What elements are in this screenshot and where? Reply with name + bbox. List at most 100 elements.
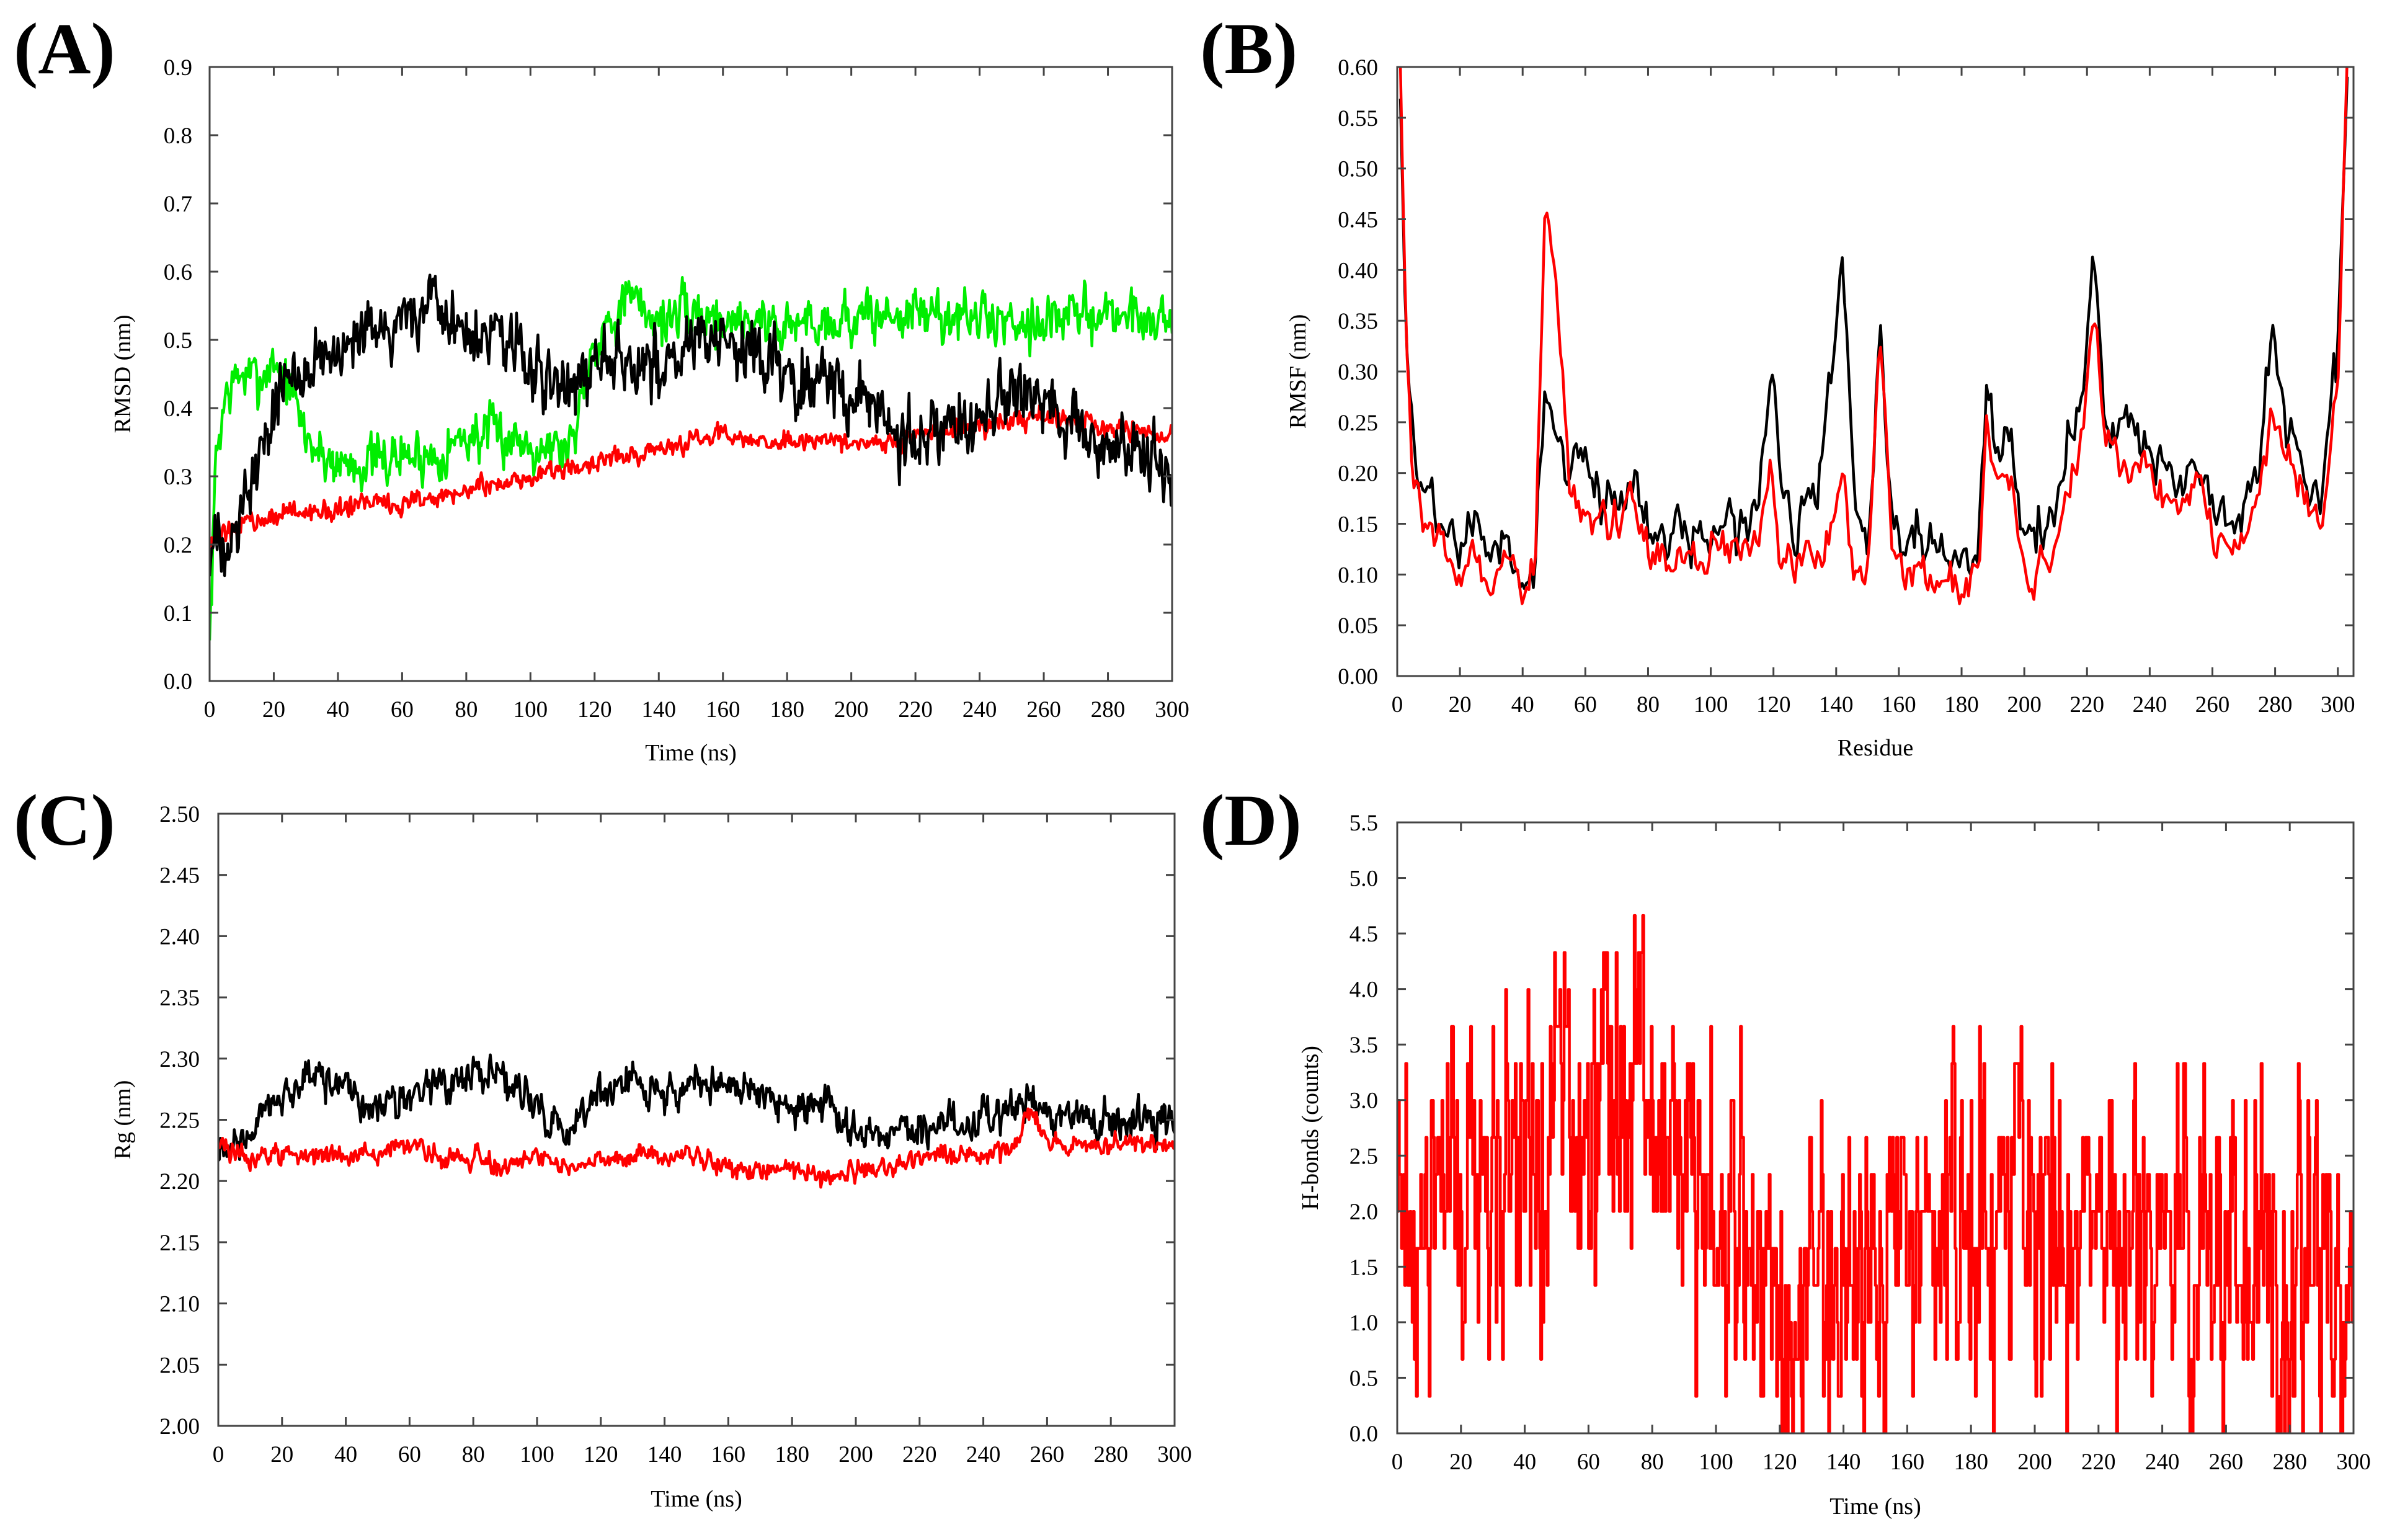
- x-tick-label: 0: [204, 697, 216, 723]
- x-tick-label: 20: [270, 1442, 293, 1467]
- y-tick-label: 0.55: [1338, 106, 1378, 131]
- x-tick-label: 200: [838, 1442, 873, 1467]
- y-tick-label: 0.1: [164, 601, 192, 626]
- y-tick-label: 5.5: [1349, 811, 1378, 836]
- x-tick-label: 80: [455, 697, 478, 723]
- y-tick-label: 0.4: [164, 396, 192, 422]
- y-tick-label: 2.0: [1349, 1200, 1378, 1225]
- x-tick-label: 180: [770, 697, 804, 723]
- x-tick-label: 220: [898, 697, 933, 723]
- y-tick-label: 0.9: [164, 55, 192, 81]
- x-tick-label: 260: [1026, 697, 1061, 723]
- y-tick-label: 0.40: [1338, 258, 1378, 283]
- y-tick-label: 2.40: [159, 924, 200, 950]
- y-tick-label: 2.5: [1349, 1144, 1378, 1169]
- x-tick-label: 240: [2133, 692, 2167, 718]
- y-tick-label: 0.5: [1349, 1366, 1378, 1391]
- x-tick-label: 80: [1637, 692, 1660, 718]
- y-tick-label: 2.20: [159, 1169, 200, 1195]
- x-tick-label: 180: [1944, 692, 1979, 718]
- series-group: [1398, 67, 2349, 605]
- y-tick-label: 4.5: [1349, 922, 1378, 947]
- x-tick-label: 280: [2272, 1449, 2307, 1475]
- series-group: [218, 1053, 1175, 1189]
- y-tick-label: 2.10: [159, 1292, 200, 1317]
- y-tick-label: 2.45: [159, 863, 200, 889]
- x-tick-label: 160: [1890, 1449, 1925, 1475]
- x-tick-label: 20: [262, 697, 285, 723]
- series-group: [210, 274, 1172, 641]
- x-tick-label: 80: [462, 1442, 485, 1467]
- hbonds-plot: 0.0 0.5 1.0 1.5 2.0 2.5 3.0 3.5 4.0 4.5 5.0 5.5 0 20 4…: [1297, 811, 2371, 1520]
- x-tick-label: 20: [1449, 692, 1472, 718]
- x-tick-label: 120: [577, 697, 612, 723]
- plot-frame: [208, 66, 1173, 682]
- x-tick-label: 40: [326, 697, 349, 723]
- x-axis-title: Time (ns): [651, 1486, 742, 1512]
- y-tick-label: 2.25: [159, 1108, 200, 1134]
- rmsf-plot: 0.00 0.05 0.10 0.15 0.20 0.25 0.30 0.35 0.40 0.45…: [1285, 55, 2355, 761]
- y-tick-label: 2.30: [159, 1047, 200, 1072]
- x-tick-label: 60: [398, 1442, 421, 1467]
- x-tick-label: 240: [962, 697, 997, 723]
- x-tick-label: 220: [902, 1442, 937, 1467]
- y-tick-label: 0.60: [1338, 55, 1378, 81]
- y-tick-label: 0.8: [164, 123, 192, 149]
- x-tick-label: 240: [966, 1442, 1001, 1467]
- y-tick-label: 0.2: [164, 533, 192, 558]
- x-axis-title: Time (ns): [1829, 1493, 1921, 1520]
- series-red: [1397, 914, 2354, 1433]
- x-tick-label: 300: [1155, 697, 1189, 723]
- x-tick-label: 160: [706, 697, 740, 723]
- panel-d: (D) 0.0 0.5 1.0 1.5 2.0 2.5 3.0 3.5 4.0 4.5 5.0 5.5…: [1200, 780, 2371, 1520]
- x-tick-label: 120: [1756, 692, 1791, 718]
- x-tick-label: 160: [711, 1442, 746, 1467]
- x-tick-label: 140: [642, 697, 677, 723]
- x-tick-label: 300: [2321, 692, 2355, 718]
- y-tick-label: 0.15: [1338, 512, 1378, 538]
- y-tick-label: 4.0: [1349, 977, 1378, 1003]
- x-tick-label: 280: [2258, 692, 2293, 718]
- x-tick-label: 220: [2081, 1449, 2116, 1475]
- y-tick-label: 2.35: [159, 986, 200, 1011]
- y-tick-label: 0.3: [164, 465, 192, 490]
- y-tick-label: 2.50: [159, 802, 200, 827]
- y-axis-title: H-bonds (counts): [1297, 1046, 1323, 1210]
- x-tick-label: 300: [1157, 1442, 1192, 1467]
- y-tick-label: 2.05: [159, 1353, 200, 1378]
- y-tick-label: 0.50: [1338, 157, 1378, 182]
- series-black: [218, 1053, 1175, 1162]
- x-tick-label: 180: [775, 1442, 809, 1467]
- x-tick-label: 280: [1093, 1442, 1128, 1467]
- y-tick-label: 2.00: [159, 1414, 200, 1440]
- x-tick-label: 160: [1882, 692, 1916, 718]
- x-tick-label: 0: [213, 1442, 224, 1467]
- y-tick-label: 5.0: [1349, 866, 1378, 892]
- rmsd-plot: 0.0 0.1 0.2 0.3 0.4 0.5 0.6 0.7 0.8 0.9 0 20 40 60 80 1…: [110, 55, 1189, 766]
- x-tick-label: 80: [1641, 1449, 1664, 1475]
- x-tick-label: 260: [1030, 1442, 1065, 1467]
- x-tick-label: 260: [2209, 1449, 2244, 1475]
- x-tick-label: 120: [584, 1442, 618, 1467]
- y-tick-label: 0.25: [1338, 411, 1378, 436]
- y-tick-label: 0.20: [1338, 461, 1378, 487]
- x-axis-title: Residue: [1838, 735, 1913, 761]
- x-tick-label: 180: [1954, 1449, 1988, 1475]
- x-tick-label: 140: [1826, 1449, 1861, 1475]
- x-tick-label: 100: [1694, 692, 1728, 718]
- x-tick-label: 280: [1091, 697, 1126, 723]
- x-tick-label: 240: [2145, 1449, 2180, 1475]
- panel-b: (B) 0.00 0.05 0.10 0.15 0.20 0.25 0.30 0.35 0.40…: [1200, 8, 2355, 761]
- y-tick-label: 0.0: [164, 669, 192, 695]
- x-axis-title: Time (ns): [645, 740, 736, 766]
- panel-c-label: (C): [14, 780, 115, 861]
- x-tick-label: 100: [513, 697, 548, 723]
- x-tick-label: 120: [1762, 1449, 1797, 1475]
- panel-b-label: (B): [1200, 8, 1297, 89]
- series-red: [210, 403, 1172, 558]
- x-tick-label: 200: [834, 697, 869, 723]
- y-tick-label: 0.45: [1338, 208, 1378, 233]
- y-tick-label: 0.35: [1338, 309, 1378, 334]
- y-tick-label: 0.0: [1349, 1422, 1378, 1447]
